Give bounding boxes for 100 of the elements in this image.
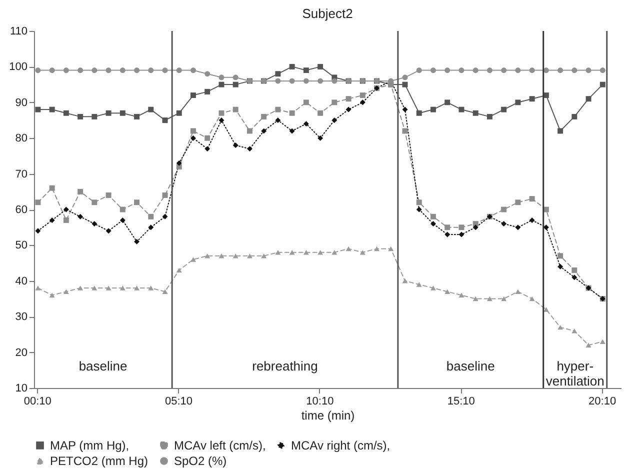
point xyxy=(190,135,196,141)
point xyxy=(246,146,252,152)
point xyxy=(289,64,295,70)
point xyxy=(600,339,606,344)
legend-label: SpO2 (%) xyxy=(174,454,227,468)
point xyxy=(78,286,84,290)
point xyxy=(35,228,41,234)
point xyxy=(134,286,140,290)
point xyxy=(63,68,69,74)
point xyxy=(360,92,366,98)
point xyxy=(204,135,210,141)
point xyxy=(444,232,450,238)
point xyxy=(204,254,210,258)
point xyxy=(261,128,267,134)
point xyxy=(572,68,578,74)
point xyxy=(35,200,41,206)
point xyxy=(558,253,564,259)
point xyxy=(246,254,252,258)
point xyxy=(402,128,408,134)
legend-label: MCAv left (cm/s), xyxy=(174,438,266,452)
point xyxy=(49,292,55,298)
point xyxy=(78,188,84,194)
point xyxy=(558,68,564,74)
point xyxy=(78,68,84,74)
point xyxy=(162,289,168,294)
point xyxy=(318,64,324,70)
point xyxy=(275,118,281,123)
point xyxy=(318,78,324,84)
point xyxy=(332,250,338,255)
point xyxy=(346,246,352,252)
y-tick-label: 70 xyxy=(15,168,28,180)
point xyxy=(303,68,309,74)
point xyxy=(318,110,324,116)
point xyxy=(134,200,140,206)
point xyxy=(120,206,126,212)
point xyxy=(430,286,436,290)
point xyxy=(472,221,478,227)
y-tick-label: 110 xyxy=(10,26,28,38)
point xyxy=(92,114,98,120)
point xyxy=(78,114,84,120)
x-tick-label: 00:10 xyxy=(24,396,52,408)
point xyxy=(416,206,422,212)
point xyxy=(49,68,55,74)
point xyxy=(529,96,535,102)
point xyxy=(572,328,578,334)
point xyxy=(289,78,295,84)
point xyxy=(275,106,281,112)
point xyxy=(232,106,238,112)
point xyxy=(289,128,295,134)
point xyxy=(586,68,592,74)
point xyxy=(134,114,140,120)
point xyxy=(472,296,478,302)
point xyxy=(148,214,154,220)
point xyxy=(162,214,168,220)
x-tick-label: 20:10 xyxy=(588,396,616,408)
y-tick-label: 50 xyxy=(15,240,28,252)
point xyxy=(134,68,140,74)
point xyxy=(162,192,168,198)
point xyxy=(430,106,436,112)
point xyxy=(332,100,338,106)
point xyxy=(486,68,492,74)
point xyxy=(190,128,196,134)
point xyxy=(190,68,196,74)
point xyxy=(430,68,436,74)
point xyxy=(176,110,182,116)
annotation: rebreathing xyxy=(252,358,318,374)
point xyxy=(416,282,422,287)
point xyxy=(303,121,309,127)
point xyxy=(232,254,238,258)
point xyxy=(600,82,606,88)
point xyxy=(190,257,196,262)
point xyxy=(402,106,408,112)
point xyxy=(515,224,521,230)
point xyxy=(232,74,238,80)
point xyxy=(162,118,168,123)
point xyxy=(134,238,140,244)
point xyxy=(261,254,267,258)
point xyxy=(232,142,238,148)
point xyxy=(586,342,592,348)
x-tick-label: 05:10 xyxy=(165,396,193,408)
y-tick-label: 60 xyxy=(15,204,28,216)
point xyxy=(472,110,478,116)
point xyxy=(35,286,41,290)
point xyxy=(374,246,380,252)
point xyxy=(232,82,238,88)
point xyxy=(289,250,295,255)
x-tick-label: 10:10 xyxy=(306,396,334,408)
point xyxy=(63,206,69,212)
point xyxy=(49,217,55,223)
point xyxy=(92,286,98,290)
point xyxy=(472,68,478,74)
y-tick-label: 20 xyxy=(15,346,28,359)
y-tick-label: 10 xyxy=(15,382,28,394)
point xyxy=(148,106,154,112)
point xyxy=(458,106,464,112)
point xyxy=(162,68,168,74)
point xyxy=(572,267,578,273)
point xyxy=(402,82,408,88)
point xyxy=(558,128,564,134)
point xyxy=(120,68,126,74)
